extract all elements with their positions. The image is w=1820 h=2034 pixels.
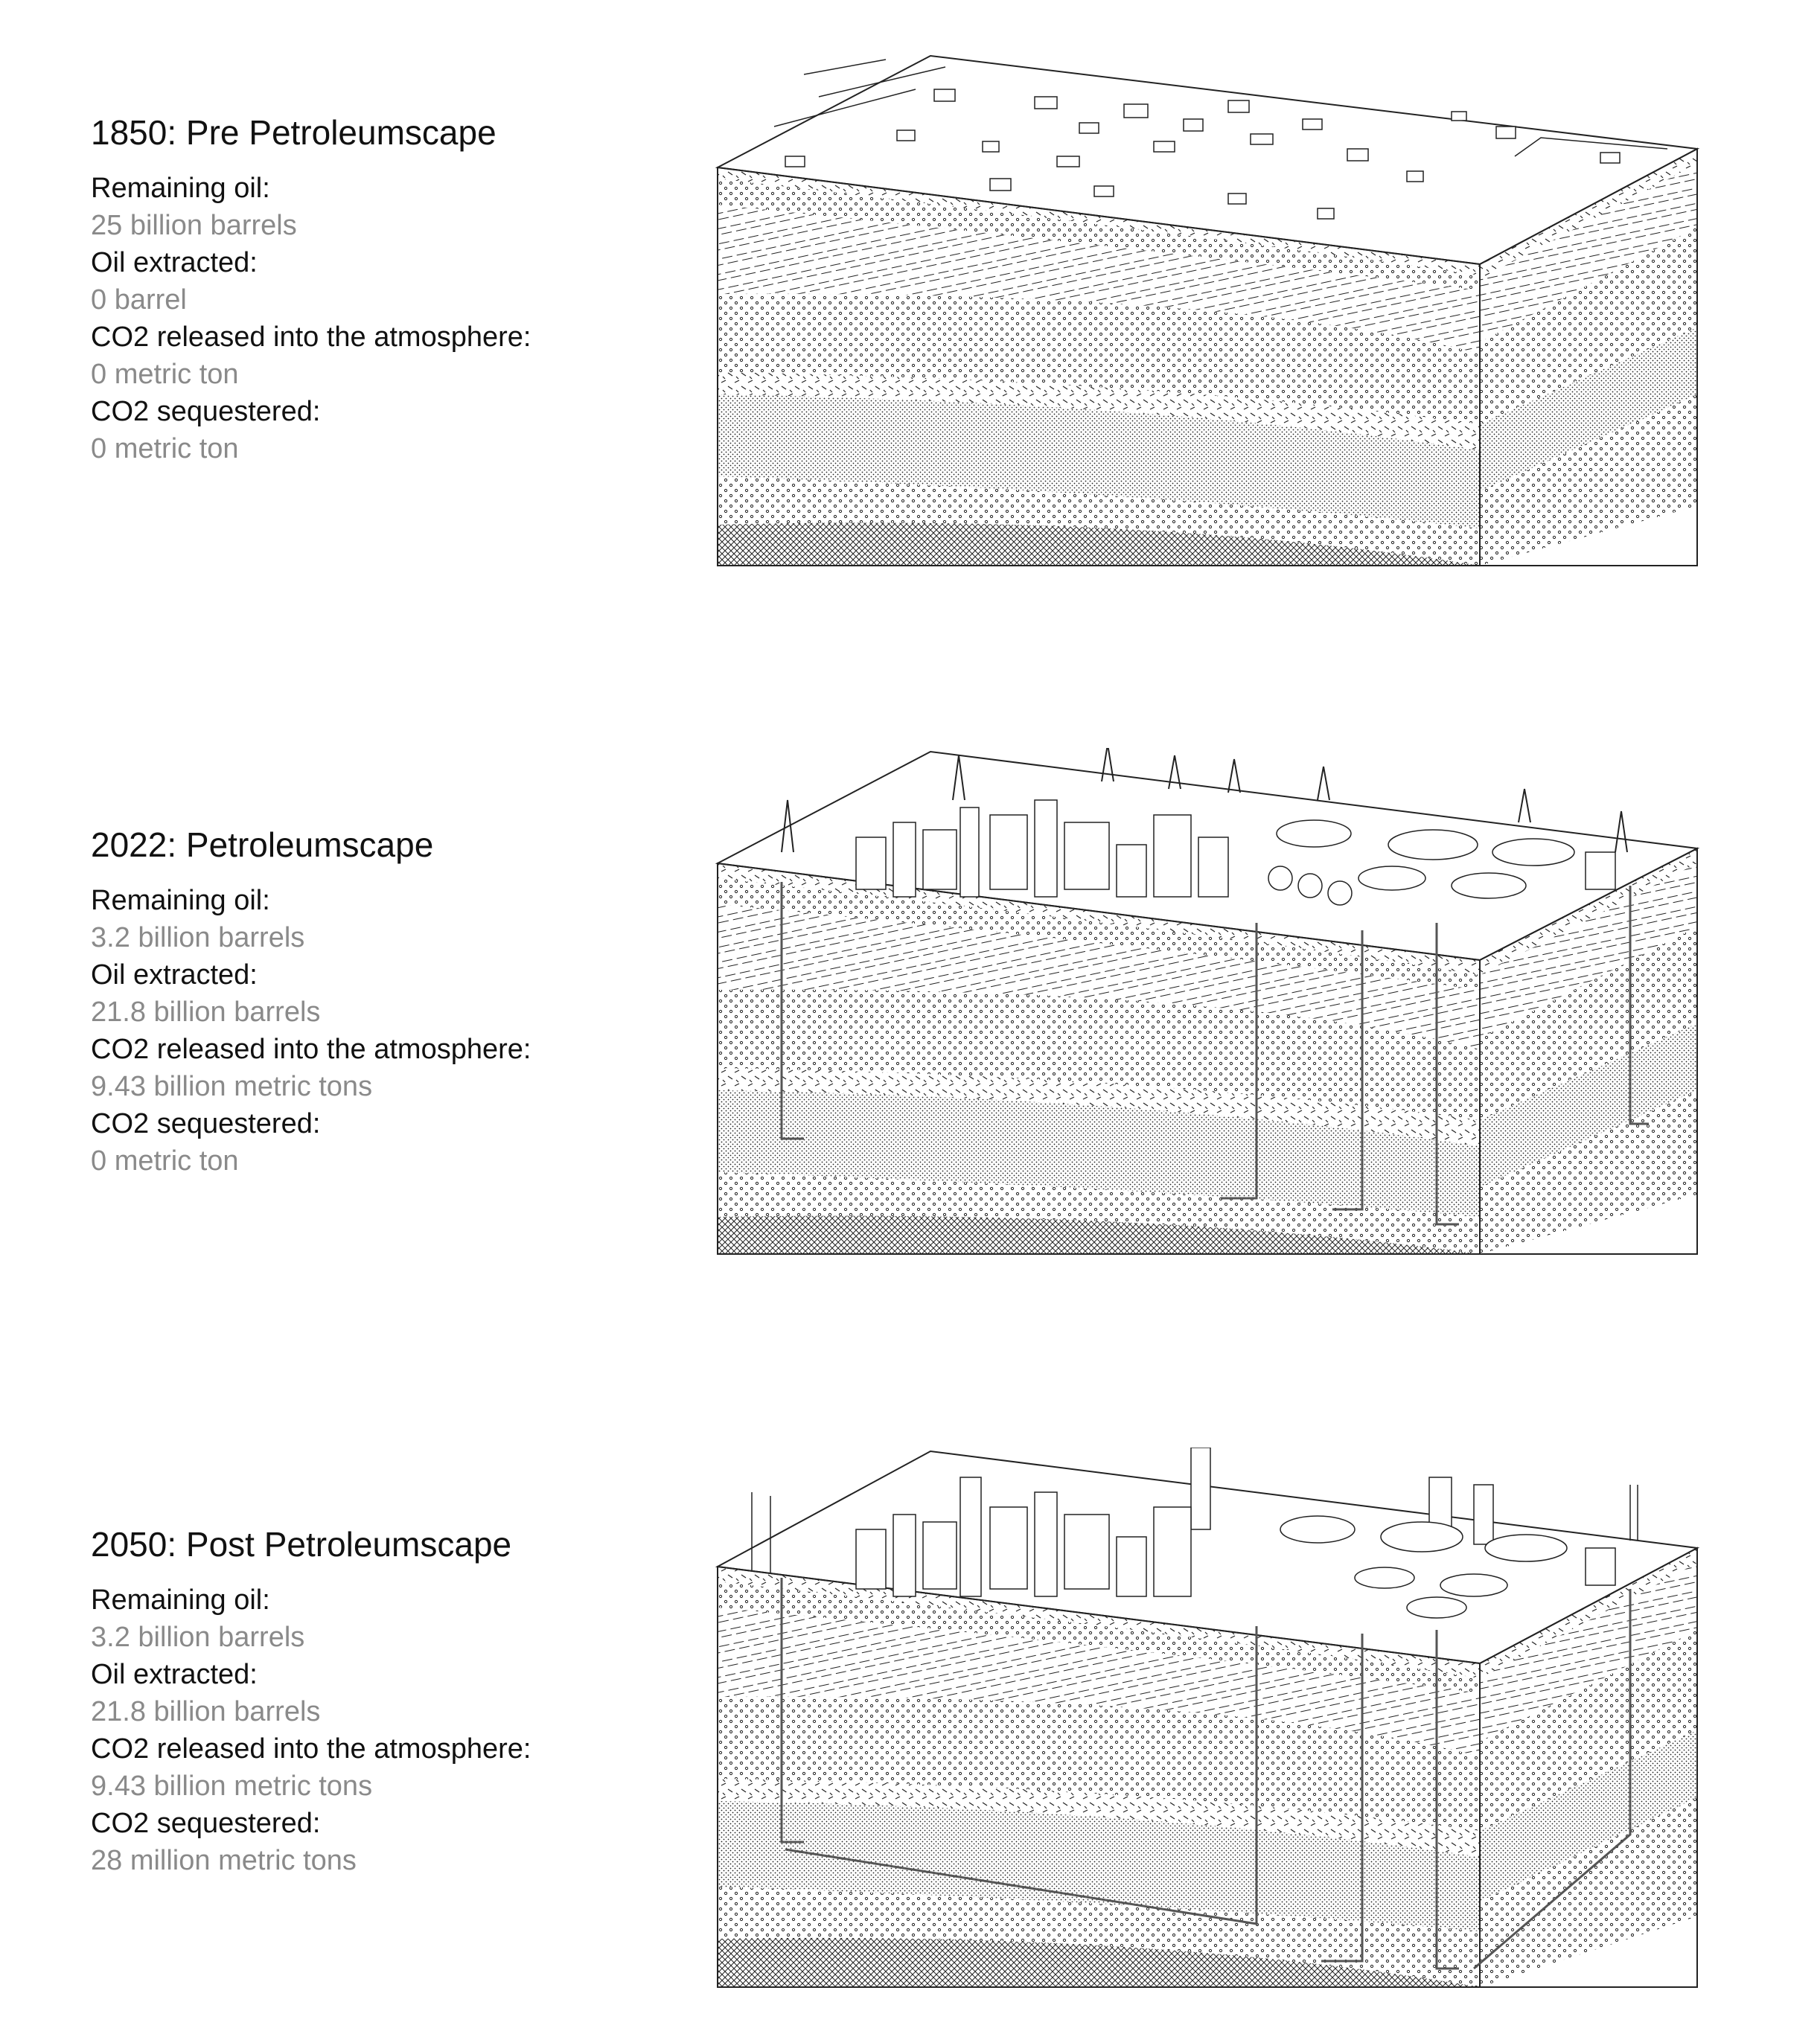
stat-label-co2-released: CO2 released into the atmosphere:	[91, 1730, 686, 1768]
stats-block: 2022: Petroleumscape Remaining oil: 3.2 …	[91, 822, 686, 1180]
stat-value-remaining-oil: 3.2 billion barrels	[91, 1619, 686, 1656]
stat-label-remaining-oil: Remaining oil:	[91, 1582, 686, 1619]
scene-1850: 1850: Pre Petroleumscape Remaining oil: …	[0, 45, 1820, 610]
stat-value-remaining-oil: 25 billion barrels	[91, 207, 686, 244]
stat-label-co2-sequestered: CO2 sequestered:	[91, 393, 686, 430]
stat-label-co2-sequestered: CO2 sequestered:	[91, 1805, 686, 1842]
stat-value-remaining-oil: 3.2 billion barrels	[91, 919, 686, 956]
stat-label-remaining-oil: Remaining oil:	[91, 882, 686, 919]
stat-value-co2-sequestered: 28 million metric tons	[91, 1842, 686, 1879]
scene-title: 2050: Post Petroleumscape	[91, 1522, 686, 1567]
stat-label-co2-sequestered: CO2 sequestered:	[91, 1105, 686, 1142]
stat-value-co2-sequestered: 0 metric ton	[91, 430, 686, 467]
stats-block: 2050: Post Petroleumscape Remaining oil:…	[91, 1522, 686, 1879]
stat-value-oil-extracted: 0 barrel	[91, 281, 686, 319]
stats-block: 1850: Pre Petroleumscape Remaining oil: …	[91, 110, 686, 467]
stat-label-oil-extracted: Oil extracted:	[91, 244, 686, 281]
ground-block-1850	[707, 45, 1705, 581]
scene-title: 1850: Pre Petroleumscape	[91, 110, 686, 155]
ground-block-2050	[707, 1448, 1705, 1998]
stat-label-oil-extracted: Oil extracted:	[91, 1656, 686, 1693]
stat-label-co2-released: CO2 released into the atmosphere:	[91, 1031, 686, 1068]
stat-label-remaining-oil: Remaining oil:	[91, 170, 686, 207]
stat-value-oil-extracted: 21.8 billion barrels	[91, 1693, 686, 1730]
ground-block-2022	[707, 748, 1705, 1269]
stat-value-co2-released: 9.43 billion metric tons	[91, 1068, 686, 1105]
stat-value-co2-released: 0 metric ton	[91, 356, 686, 393]
stat-value-co2-sequestered: 0 metric ton	[91, 1142, 686, 1180]
stat-value-co2-released: 9.43 billion metric tons	[91, 1768, 686, 1805]
stat-label-oil-extracted: Oil extracted:	[91, 956, 686, 994]
stat-value-oil-extracted: 21.8 billion barrels	[91, 994, 686, 1031]
scene-2050: 2050: Post Petroleumscape Remaining oil:…	[0, 1448, 1820, 2013]
scene-title: 2022: Petroleumscape	[91, 822, 686, 867]
stat-label-co2-released: CO2 released into the atmosphere:	[91, 319, 686, 356]
scene-2022: 2022: Petroleumscape Remaining oil: 3.2 …	[0, 748, 1820, 1314]
